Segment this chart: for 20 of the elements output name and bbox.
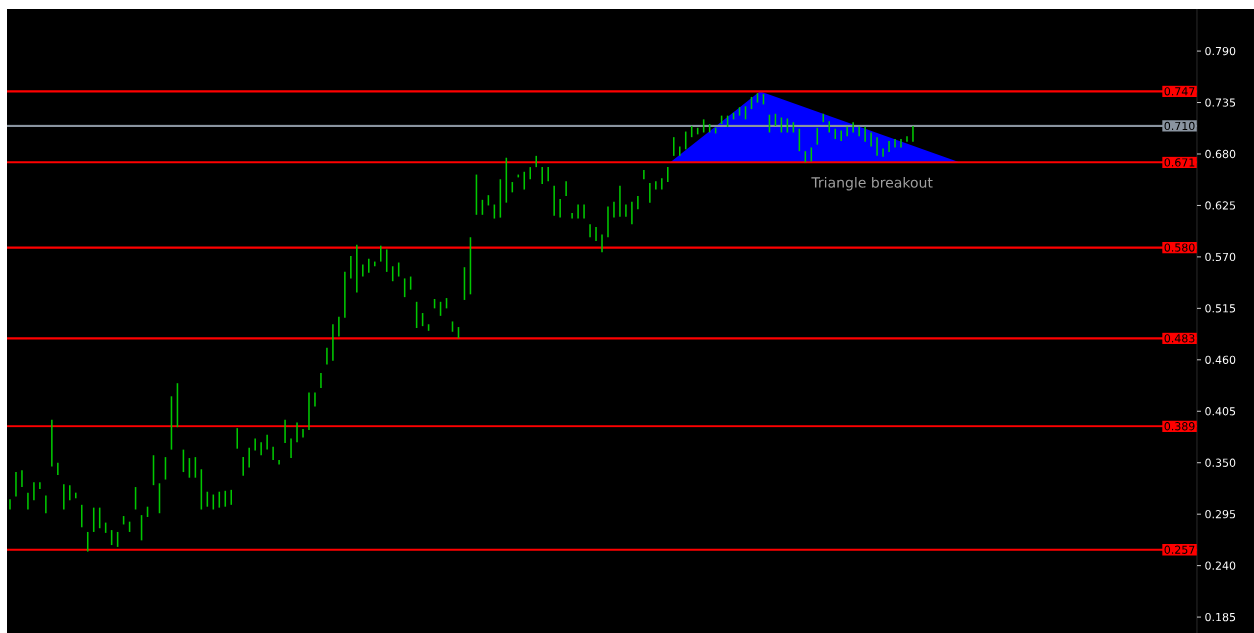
y-tick-label: 0.295 [1205,509,1236,519]
annotation: Triangle breakout [811,176,933,191]
y-tick-label: 0.680 [1205,149,1236,159]
ref-line-label: 0.580 [1164,243,1195,252]
y-tick-label: 0.625 [1205,201,1236,210]
ref-line-label: 0.389 [1164,421,1195,431]
y-tick-label: 0.405 [1205,407,1236,416]
ref-line-label: 0.710 [1164,121,1195,130]
ref-line-label: 0.257 [1164,545,1195,554]
y-tick-label: 0.790 [1205,46,1236,56]
y-tick-label: 0.240 [1205,561,1236,570]
y-tick-label: 0.460 [1205,355,1236,364]
ref-line-label: 0.747 [1164,87,1195,96]
y-tick-label: 0.735 [1205,98,1236,107]
y-tick-label: 0.570 [1205,252,1236,261]
y-tick-label: 0.185 [1205,612,1236,622]
ref-line-label: 0.671 [1164,158,1195,167]
y-tick-label: 0.350 [1205,458,1236,467]
ref-line-label: 0.483 [1164,334,1195,343]
y-tick-label: 0.515 [1205,304,1236,313]
